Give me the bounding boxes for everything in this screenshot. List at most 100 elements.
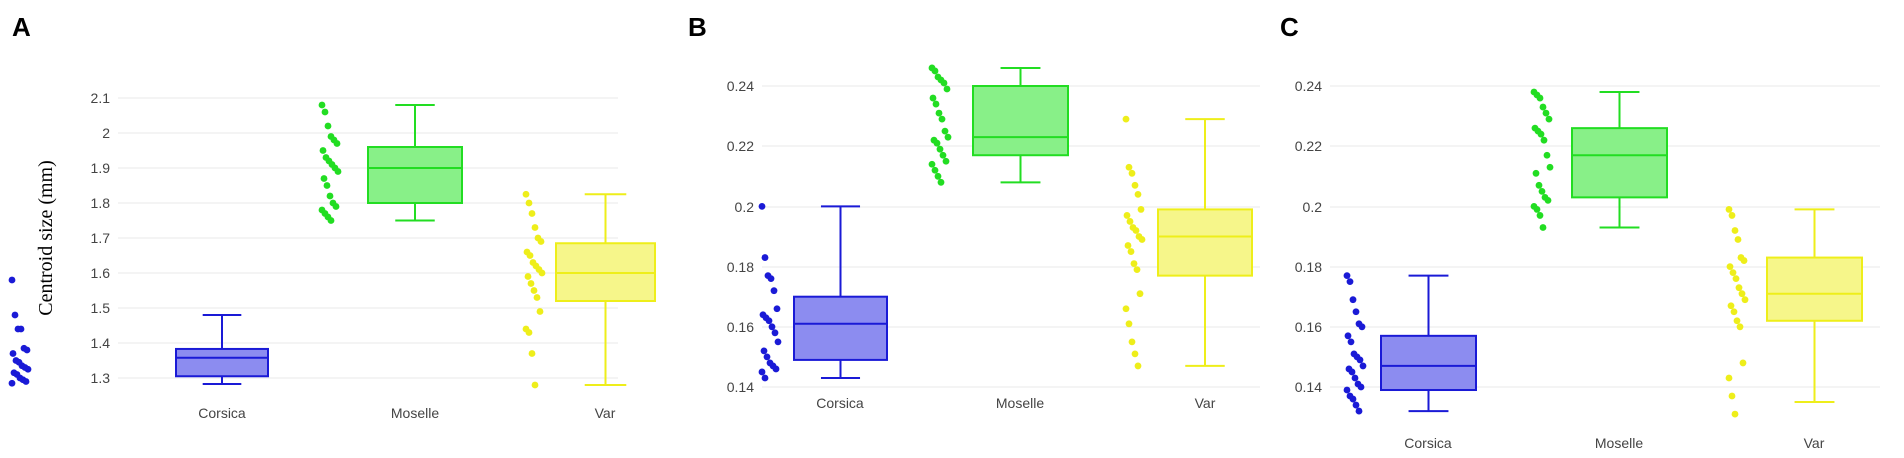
data-point: [1124, 242, 1132, 249]
data-point: [1122, 305, 1130, 313]
data-point: [943, 85, 951, 93]
data-point: [1137, 206, 1145, 213]
data-point: [940, 79, 948, 87]
data-point: [1131, 350, 1139, 358]
data-point: [321, 108, 329, 116]
category-label: Corsica: [816, 395, 864, 411]
data-point: [763, 353, 771, 361]
data-point: [1733, 317, 1741, 325]
data-point: [1346, 278, 1354, 286]
data-point: [1741, 296, 1749, 304]
data-point: [1358, 323, 1366, 331]
data-point: [1540, 136, 1548, 144]
data-point: [531, 224, 539, 231]
data-point: [928, 160, 936, 168]
panel-letter: B: [688, 12, 707, 42]
data-point: [531, 381, 539, 389]
data-point: [1136, 290, 1144, 298]
data-point: [1535, 181, 1543, 189]
y-tick-label: 1.7: [91, 230, 111, 246]
data-point: [937, 178, 945, 186]
data-point: [1544, 196, 1552, 204]
data-point: [537, 238, 545, 245]
data-point: [760, 347, 768, 355]
data-point: [525, 329, 533, 336]
data-point: [319, 147, 327, 154]
category-label: Moselle: [996, 395, 1044, 411]
y-tick-label: 0.22: [727, 138, 754, 154]
box-iqr: [793, 295, 888, 361]
y-tick-label: 0.22: [1295, 138, 1322, 154]
data-point: [533, 294, 541, 301]
data-point: [1356, 356, 1364, 364]
data-point: [770, 287, 778, 295]
data-point: [1731, 410, 1739, 418]
data-point: [936, 145, 944, 153]
chart-panel-a: A 1.3 1.4 1.5 1.6 1.7 1.8 1.9 2 2.1 Centroid size …: [8, 12, 656, 421]
data-point: [942, 157, 950, 165]
data-point: [1343, 272, 1351, 280]
data-point: [522, 190, 530, 198]
data-point: [1740, 257, 1748, 264]
data-point: [8, 276, 16, 284]
y-tick-label: 1.4: [91, 335, 111, 351]
data-point: [333, 140, 341, 147]
box-group-var: [1725, 206, 1863, 418]
data-point: [932, 100, 940, 108]
data-point: [935, 109, 943, 117]
box-group-corsica: [758, 203, 888, 382]
y-tick-label: 2: [102, 125, 110, 141]
data-point: [8, 379, 16, 387]
y-tick-label: 0.24: [727, 78, 754, 94]
data-point: [931, 166, 939, 174]
data-point: [528, 350, 536, 357]
data-point: [526, 252, 534, 259]
data-point: [1123, 212, 1131, 219]
y-tick-label: 1.9: [91, 160, 111, 176]
data-point: [1351, 374, 1359, 382]
data-point: [1546, 163, 1554, 171]
data-point: [941, 127, 949, 135]
y-tick-label: 0.14: [727, 379, 754, 395]
y-tick-label: 1.5: [91, 300, 111, 316]
y-tick-label: 0.24: [1295, 78, 1322, 94]
data-point: [1343, 386, 1351, 394]
data-point: [1134, 362, 1142, 370]
data-point: [1344, 332, 1352, 340]
data-point: [326, 192, 334, 200]
y-tick-label: 0.2: [735, 199, 755, 215]
data-point: [761, 254, 769, 261]
data-point: [1130, 260, 1138, 267]
box-group-moselle: [928, 64, 1069, 186]
data-point: [1131, 181, 1139, 189]
data-point: [771, 329, 779, 337]
box-group-var: [522, 190, 656, 389]
y-tick-label: 1.3: [91, 370, 111, 386]
data-point: [1125, 320, 1133, 328]
category-label: Var: [595, 405, 616, 421]
y-axis-label: Centroid size (mm): [35, 160, 57, 316]
data-point: [765, 317, 773, 325]
y-tick-label: 0.18: [1295, 259, 1322, 275]
data-point: [1132, 227, 1140, 234]
data-point: [774, 338, 782, 346]
data-point: [1128, 169, 1136, 177]
data-point: [1359, 362, 1367, 370]
data-point: [528, 210, 536, 217]
data-point: [11, 311, 19, 319]
data-point: [1730, 308, 1738, 316]
data-point: [1545, 115, 1553, 123]
data-point: [1537, 130, 1545, 138]
data-point: [1734, 236, 1742, 243]
data-point: [524, 273, 532, 280]
data-point: [1543, 151, 1551, 159]
box-iqr: [175, 347, 269, 378]
y-tick-label: 0.14: [1295, 379, 1322, 395]
data-point: [24, 365, 32, 373]
data-point: [1125, 163, 1133, 171]
data-point: [1542, 109, 1550, 117]
data-point: [938, 115, 946, 123]
data-point: [1357, 383, 1365, 391]
box-group-moselle: [318, 101, 463, 224]
